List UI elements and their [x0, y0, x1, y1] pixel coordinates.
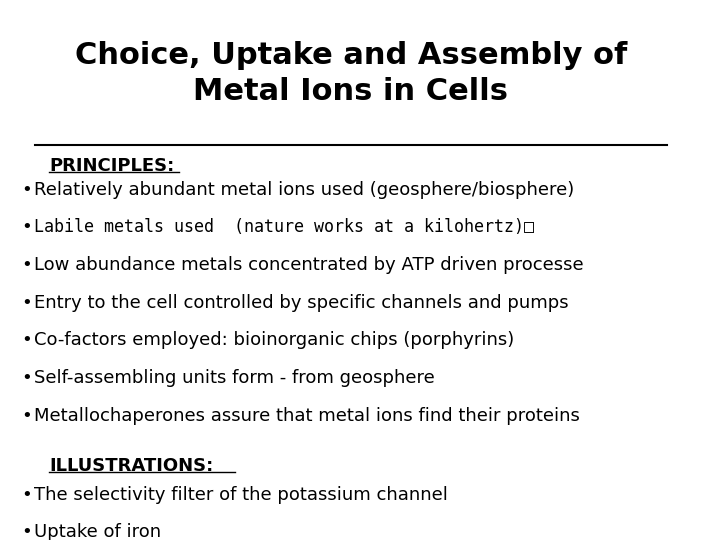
Text: Labile metals used  (nature works at a kilohertz)□: Labile metals used (nature works at a ki…	[34, 218, 534, 237]
Text: Uptake of iron: Uptake of iron	[34, 523, 161, 540]
Text: Self-assembling units form - from geosphere: Self-assembling units form - from geosph…	[34, 369, 434, 387]
Text: •: •	[21, 523, 32, 540]
Text: PRINCIPLES:: PRINCIPLES:	[49, 158, 174, 176]
Text: Low abundance metals concentrated by ATP driven processe: Low abundance metals concentrated by ATP…	[34, 256, 583, 274]
Text: Metallochaperones assure that metal ions find their proteins: Metallochaperones assure that metal ions…	[34, 407, 580, 425]
Text: •: •	[21, 181, 32, 199]
Text: The selectivity filter of the potassium channel: The selectivity filter of the potassium …	[34, 485, 448, 504]
Text: •: •	[21, 332, 32, 349]
Text: Choice, Uptake and Assembly of
Metal Ions in Cells: Choice, Uptake and Assembly of Metal Ion…	[75, 41, 627, 106]
Text: •: •	[21, 218, 32, 237]
Text: Entry to the cell controlled by specific channels and pumps: Entry to the cell controlled by specific…	[34, 294, 568, 312]
Text: Co-factors employed: bioinorganic chips (porphyrins): Co-factors employed: bioinorganic chips …	[34, 332, 514, 349]
Text: •: •	[21, 485, 32, 504]
Text: Relatively abundant metal ions used (geosphere/biosphere): Relatively abundant metal ions used (geo…	[34, 181, 574, 199]
Text: •: •	[21, 256, 32, 274]
Text: ILLUSTRATIONS:: ILLUSTRATIONS:	[49, 457, 213, 475]
Text: •: •	[21, 369, 32, 387]
Text: •: •	[21, 294, 32, 312]
Text: •: •	[21, 407, 32, 425]
